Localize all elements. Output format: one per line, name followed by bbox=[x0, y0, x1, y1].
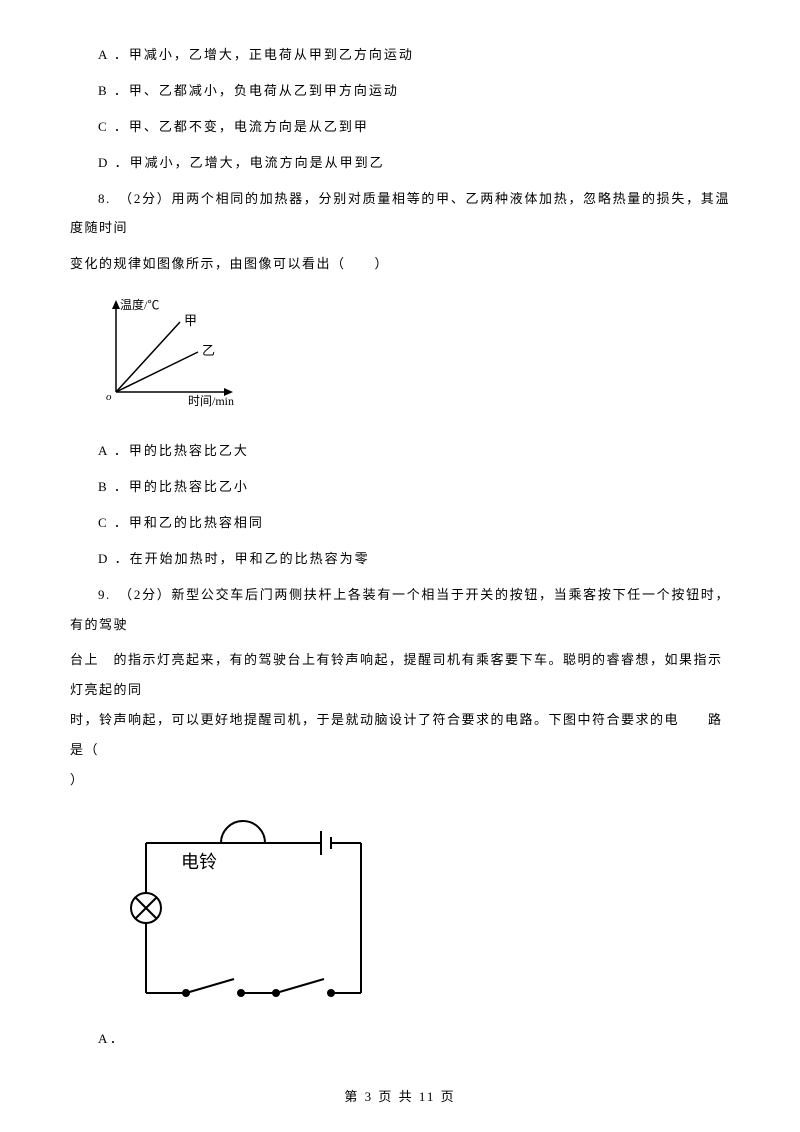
q7-option-c: C ．甲、乙都不变，电流方向是从乙到甲 bbox=[98, 112, 730, 142]
q9-stem-line3: 时，铃声响起，可以更好地提醒司机，于是就动脑设计了符合要求的电路。下图中符合要求… bbox=[70, 705, 730, 765]
bell-label: 电铃 bbox=[181, 852, 217, 872]
q8-option-b: B ．甲的比热容比乙小 bbox=[98, 472, 730, 502]
q7-option-a: A ．甲减小，乙增大，正电荷从甲到乙方向运动 bbox=[98, 40, 730, 70]
q8-option-c: C ．甲和乙的比热容相同 bbox=[98, 508, 730, 538]
q8-xlabel: 时间/min bbox=[188, 394, 234, 407]
origin-label: o bbox=[106, 391, 112, 403]
q8-stem-line2: 变化的规律如图像所示，由图像可以看出（ ） bbox=[70, 249, 730, 279]
q9-option-a-prefix: A ． bbox=[98, 1024, 730, 1054]
q8-line1-label: 甲 bbox=[184, 313, 197, 328]
page-footer: 第 3 页 共 11 页 bbox=[0, 1082, 800, 1112]
q8-option-a: A ．甲的比热容比乙大 bbox=[98, 436, 730, 466]
q8-ylabel: 温度/℃ bbox=[120, 297, 159, 312]
q8-line2-label: 乙 bbox=[202, 343, 215, 358]
q7-option-d: D ．甲减小，乙增大，电流方向是从甲到乙 bbox=[98, 148, 730, 178]
q9-stem-line1: 9. （2分）新型公交车后门两侧扶杆上各装有一个相当于开关的按钮，当乘客按下任一… bbox=[70, 580, 730, 640]
page-total: 11 bbox=[419, 1089, 436, 1104]
q9-stem-line2: 台上 的指示灯亮起来，有的驾驶台上有铃声响起，提醒司机有乘客要下车。聪明的睿睿想… bbox=[70, 645, 730, 705]
q8-option-d: D ．在开始加热时，甲和乙的比热容为零 bbox=[98, 544, 730, 574]
q9-stem-line4: ） bbox=[70, 765, 730, 795]
q8-chart: o 温度/℃ 时间/min 甲 乙 bbox=[98, 297, 730, 418]
q9-circuit-a: 电铃 bbox=[126, 813, 730, 1024]
page-current: 3 bbox=[365, 1089, 374, 1104]
q7-option-b: B ．甲、乙都减小，负电荷从乙到甲方向运动 bbox=[98, 76, 730, 106]
q8-stem-line1: 8. （2分）用两个相同的加热器，分别对质量相等的甲、乙两种液体加热，忽略热量的… bbox=[70, 184, 730, 244]
